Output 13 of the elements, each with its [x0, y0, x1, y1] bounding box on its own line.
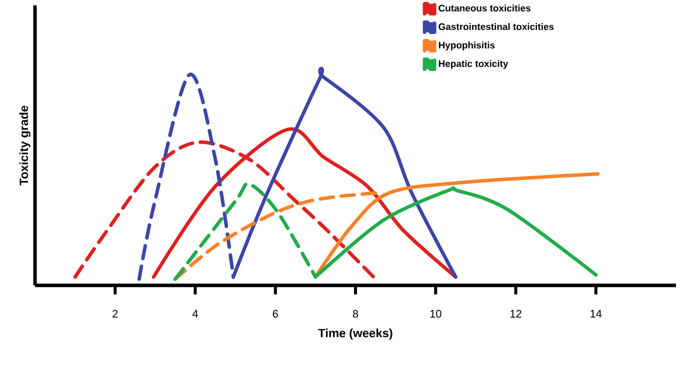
legend-label: Gastrointestinal toxicities	[438, 22, 554, 30]
x-tick-label: 4	[192, 310, 198, 318]
legend-label: Hepatic toxicity	[438, 60, 508, 69]
legend-label: Hypophisitis	[438, 41, 495, 50]
x-tick-label: 12	[510, 310, 522, 318]
x-tick-label: 6	[272, 310, 278, 318]
y-axis-title: Toxicity grade	[19, 106, 30, 186]
x-tick-label: 14	[590, 310, 602, 318]
x-tick-label: 2	[112, 310, 118, 318]
x-tick-label: 10	[430, 310, 442, 318]
x-axis-title: Time (weeks)	[318, 328, 392, 340]
legend-label: Cutaneous toxicities	[438, 4, 530, 12]
x-tick-label: 8	[352, 310, 358, 318]
